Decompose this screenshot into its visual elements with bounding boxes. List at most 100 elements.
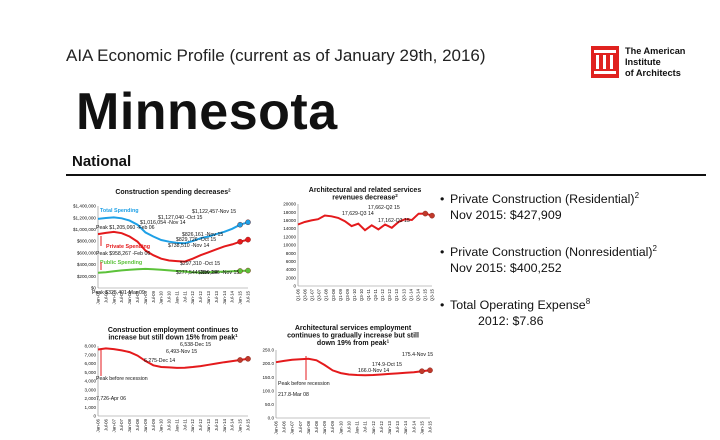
y-tick-label: 12000: [283, 234, 296, 239]
x-tick-label: Q1-10: [352, 288, 357, 301]
data-annotation: 17,662-Q2 15: [368, 205, 400, 211]
x-tick-label: Q1-13: [394, 288, 399, 301]
architectural-revenues-chart: Architectural and related servicesrevenu…: [283, 187, 435, 301]
x-tick-label: Q1-11: [366, 288, 371, 300]
bullet-sup: 8: [585, 297, 591, 307]
x-tick-label: Jan-09: [143, 418, 148, 432]
data-annotation: Peak $325,401-Mar 09: [92, 290, 145, 296]
construction-spending-chart: Construction spending decreases2 $1,400,0…: [73, 188, 251, 304]
chart-title-sup: 1: [235, 333, 238, 338]
y-tick-label: 0: [293, 284, 296, 289]
series-line: [97, 216, 249, 245]
x-tick-label: Jul-15: [246, 418, 251, 431]
chart-title: Construction employment continues to: [108, 327, 238, 334]
y-tick-label: $1,200,000: [73, 215, 96, 220]
bullet-value: Nov 2015: $400,252: [450, 261, 562, 276]
series-point: [419, 368, 425, 375]
x-tick-label: Q1-08: [324, 288, 329, 301]
x-tick-label: Jan-09: [143, 290, 148, 304]
data-annotation: Peak before recession: [96, 376, 148, 382]
data-annotation: 166.0-Nov 14: [358, 368, 389, 374]
x-tick-label: Jan-10: [159, 290, 164, 304]
series-point: [245, 355, 251, 362]
y-tick-label: 7,000: [85, 352, 97, 357]
y-tick-label: $400,000: [77, 262, 97, 267]
y-tick-label: $200,000: [77, 274, 97, 279]
x-tick-label: Jan-13: [206, 290, 211, 304]
y-tick-label: $1,400,000: [73, 204, 96, 209]
bullet-value: 2012: $7.86: [478, 314, 544, 329]
series-line: [97, 347, 249, 369]
x-tick-label: Jul-10: [167, 290, 172, 303]
aia-logo-icon: [591, 46, 619, 78]
x-tick-label: Jul-07: [119, 290, 124, 303]
y-tick-label: 16000: [283, 218, 296, 223]
x-tick-label: Jul-10: [346, 420, 351, 433]
x-tick-label: Q3-10: [359, 288, 364, 301]
x-tick-label: Jan-15: [238, 418, 243, 432]
series-point: [422, 210, 429, 217]
series-point: [245, 219, 251, 226]
y-tick-label: 100.0: [263, 388, 275, 393]
aia-logo-text: The American Institute of Architects: [625, 46, 686, 78]
series-point: [237, 221, 243, 228]
x-tick-label: Q1-15: [422, 288, 427, 301]
y-tick-label: 8,000: [85, 344, 97, 349]
x-tick-label: Jan-07: [111, 418, 116, 432]
x-tick-label: Q1-14: [408, 288, 413, 301]
y-tick-label: 0: [93, 414, 96, 419]
x-tick-label: Jul-15: [246, 290, 251, 303]
series-point: [429, 212, 435, 219]
x-tick-label: Jul-12: [198, 418, 203, 431]
y-tick-label: $800,000: [77, 239, 97, 244]
x-tick-label: Q3-07: [317, 288, 322, 301]
y-tick-label: 4,000: [85, 379, 97, 384]
x-tick-label: Q3-06: [303, 288, 308, 301]
data-annotation: 217.8-Mar 08: [278, 392, 309, 398]
x-tick-label: Jul-13: [395, 420, 400, 433]
x-tick-label: Jan-07: [290, 420, 295, 434]
series-line: [97, 267, 249, 274]
x-tick-label: Q3-15: [430, 288, 435, 301]
data-annotation: $738,510 -Nov 14: [168, 243, 209, 249]
series-point: [237, 357, 243, 363]
x-tick-label: Jul-07: [119, 418, 124, 431]
bullet-value: Nov 2015: $427,909: [450, 208, 562, 223]
bullet-nonresidential: • Private Construction (Nonresidential)2 …: [440, 244, 657, 276]
x-tick-label: Jul-08: [135, 290, 140, 303]
data-annotation: 174.9-Oct 15: [372, 362, 402, 368]
series-point: [245, 236, 251, 243]
x-tick-label: Jan-12: [190, 290, 195, 304]
bullet-residential: • Private Construction (Residential)2 Nov…: [440, 191, 640, 223]
x-tick-label: Q3-08: [331, 288, 336, 301]
bullet-sup: 2: [634, 191, 640, 200]
y-tick-label: 20000: [283, 202, 296, 207]
y-tick-label: 2000: [286, 275, 297, 280]
x-tick-label: Jul-06: [103, 418, 108, 431]
chart-title-sup: 2: [228, 188, 231, 193]
x-tick-label: Jul-07: [298, 420, 303, 433]
y-tick-label: 10000: [283, 243, 296, 248]
series-name: Public Spending: [100, 260, 142, 266]
bullet-label: Private Construction (Residential): [450, 192, 635, 207]
y-tick-label: 6000: [286, 259, 297, 264]
y-tick-label: 14000: [283, 226, 296, 231]
x-tick-label: Q3-13: [401, 288, 406, 301]
chart-title: Construction spending decreases2: [115, 188, 231, 197]
x-tick-label: Jan-10: [338, 420, 343, 434]
x-tick-label: Q3-14: [415, 288, 420, 301]
x-tick-label: Q1-06: [296, 288, 301, 301]
data-annotation: 6,275-Dec 14: [144, 358, 175, 364]
y-tick-label: 6,000: [85, 361, 97, 366]
data-annotation: 175.4-Nov 15: [402, 352, 433, 358]
x-tick-label: Jan-15: [419, 420, 424, 434]
y-tick-label: 250.0: [263, 348, 275, 353]
x-tick-label: Jan-11: [174, 290, 179, 304]
series-point: [427, 367, 433, 374]
series-point: [245, 267, 251, 274]
x-tick-label: Jan-11: [174, 418, 179, 432]
chart-title-sup: 1: [387, 339, 390, 344]
x-tick-label: Jul-13: [214, 418, 219, 431]
x-tick-label: Jan-11: [355, 420, 360, 434]
y-tick-label: 2,000: [85, 396, 97, 401]
